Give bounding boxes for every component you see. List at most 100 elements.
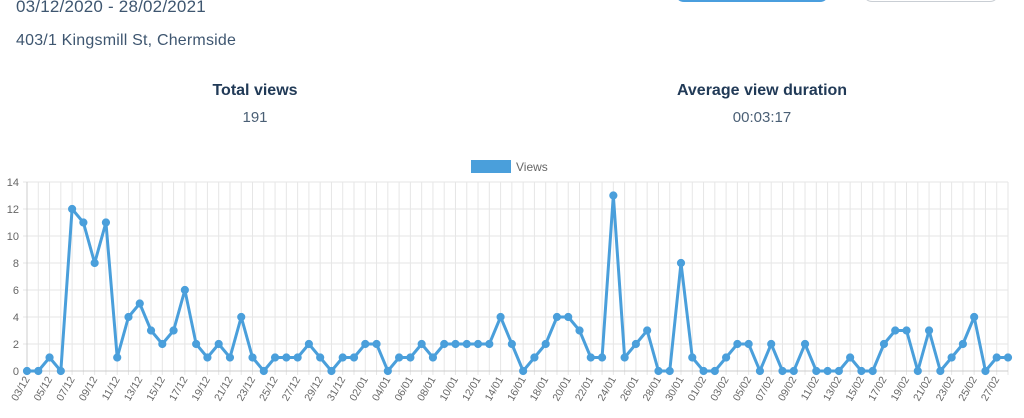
x-tick-label: 09/02 — [776, 374, 800, 403]
data-point[interactable] — [846, 353, 855, 362]
data-point[interactable] — [519, 366, 528, 376]
data-point[interactable] — [237, 312, 246, 322]
x-tick-label: 17/02 — [866, 374, 890, 403]
data-point[interactable] — [473, 339, 483, 349]
data-point[interactable] — [586, 353, 595, 362]
data-point[interactable] — [338, 353, 347, 362]
data-point[interactable] — [789, 366, 798, 376]
data-point[interactable] — [349, 353, 359, 362]
data-point[interactable] — [902, 326, 911, 335]
data-point[interactable] — [530, 353, 539, 362]
data-point[interactable] — [440, 339, 449, 349]
x-tick-label: 03/02 — [708, 374, 732, 403]
data-point[interactable] — [834, 366, 843, 376]
data-point[interactable] — [970, 312, 979, 322]
data-point[interactable] — [891, 326, 900, 335]
data-point[interactable] — [462, 339, 471, 349]
data-point[interactable] — [981, 366, 990, 376]
data-point[interactable] — [722, 353, 731, 362]
data-point[interactable] — [34, 366, 43, 376]
data-point[interactable] — [158, 339, 167, 349]
data-point[interactable] — [778, 366, 787, 376]
data-point[interactable] — [947, 353, 956, 362]
data-point[interactable] — [192, 339, 201, 349]
data-point[interactable] — [214, 339, 223, 349]
data-point[interactable] — [643, 326, 652, 335]
data-point[interactable] — [868, 366, 877, 376]
data-point[interactable] — [45, 353, 54, 362]
data-point[interactable] — [113, 353, 122, 362]
data-point[interactable] — [406, 353, 415, 362]
data-point[interactable] — [203, 353, 212, 362]
data-point[interactable] — [293, 353, 302, 362]
data-point[interactable] — [395, 353, 404, 362]
data-point[interactable] — [631, 339, 640, 349]
data-point[interactable] — [800, 339, 810, 349]
data-point[interactable] — [169, 326, 178, 335]
data-point[interactable] — [812, 366, 821, 376]
data-point[interactable] — [428, 353, 438, 362]
data-point[interactable] — [485, 339, 494, 349]
data-point[interactable] — [699, 366, 708, 376]
data-point[interactable] — [496, 312, 505, 322]
data-point[interactable] — [316, 353, 325, 362]
data-point[interactable] — [857, 366, 866, 376]
data-point[interactable] — [609, 191, 618, 200]
data-point[interactable] — [22, 366, 32, 376]
data-point[interactable] — [417, 339, 426, 349]
data-point[interactable] — [958, 339, 967, 349]
data-point[interactable] — [541, 339, 550, 349]
data-point[interactable] — [259, 366, 268, 376]
data-point[interactable] — [654, 366, 663, 376]
data-point[interactable] — [79, 218, 88, 227]
data-point[interactable] — [124, 312, 133, 322]
data-point[interactable] — [879, 339, 889, 349]
x-tick-label: 15/02 — [843, 374, 867, 403]
primary-action-button[interactable] — [675, 0, 829, 2]
data-point[interactable] — [597, 353, 607, 362]
data-point[interactable] — [744, 339, 753, 349]
data-point[interactable] — [992, 353, 1001, 362]
data-point[interactable] — [180, 285, 189, 295]
data-point[interactable] — [1003, 353, 1013, 362]
data-point[interactable] — [575, 326, 584, 335]
data-point[interactable] — [733, 339, 742, 349]
data-point[interactable] — [665, 366, 674, 376]
data-point[interactable] — [68, 204, 77, 214]
x-tick-label: 24/01 — [595, 374, 619, 403]
x-tick-label: 12/01 — [460, 374, 484, 403]
data-point[interactable] — [383, 366, 392, 376]
data-point[interactable] — [225, 353, 235, 362]
data-point[interactable] — [327, 366, 336, 376]
data-point[interactable] — [90, 258, 99, 268]
data-point[interactable] — [564, 312, 573, 322]
total-views-value: 191 — [242, 109, 268, 126]
data-point[interactable] — [248, 353, 257, 362]
data-point[interactable] — [270, 353, 280, 362]
data-point[interactable] — [304, 339, 313, 349]
data-point[interactable] — [135, 299, 144, 308]
x-tick-label: 29/12 — [302, 374, 326, 403]
data-point[interactable] — [507, 339, 516, 349]
data-point[interactable] — [767, 339, 776, 349]
data-point[interactable] — [146, 326, 156, 335]
data-point[interactable] — [936, 366, 945, 376]
data-point[interactable] — [688, 353, 697, 362]
data-point[interactable] — [676, 258, 686, 268]
data-point[interactable] — [361, 339, 370, 349]
data-point[interactable] — [710, 366, 719, 376]
data-point[interactable] — [823, 366, 832, 376]
secondary-action-button[interactable] — [863, 0, 999, 2]
data-point[interactable] — [372, 339, 381, 349]
data-point[interactable] — [101, 218, 111, 227]
data-point[interactable] — [913, 366, 922, 376]
data-point[interactable] — [282, 353, 291, 362]
x-tick-label: 13/02 — [821, 374, 845, 403]
data-point[interactable] — [620, 353, 629, 362]
chart-legend[interactable]: Views — [471, 160, 548, 174]
data-point[interactable] — [755, 366, 765, 376]
data-point[interactable] — [56, 366, 65, 376]
data-point[interactable] — [552, 312, 562, 322]
data-point[interactable] — [451, 339, 460, 349]
data-point[interactable] — [924, 326, 934, 335]
